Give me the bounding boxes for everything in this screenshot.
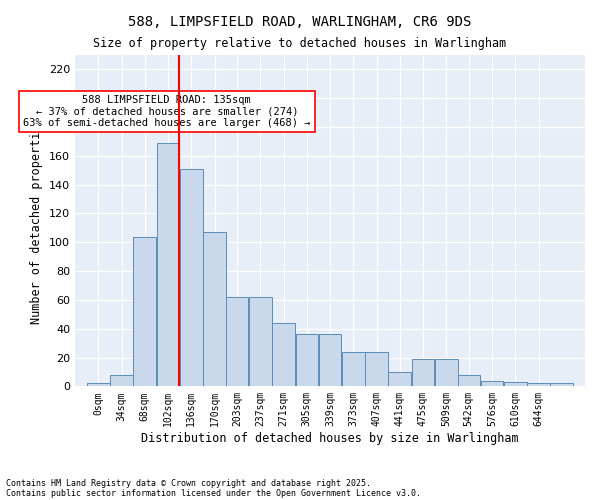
Text: 588, LIMPSFIELD ROAD, WARLINGHAM, CR6 9DS: 588, LIMPSFIELD ROAD, WARLINGHAM, CR6 9D…: [128, 15, 472, 29]
Bar: [203, 232, 226, 386]
Text: Contains HM Land Registry data © Crown copyright and database right 2025.: Contains HM Land Registry data © Crown c…: [6, 478, 371, 488]
Bar: [504, 382, 527, 386]
Bar: [272, 323, 295, 386]
X-axis label: Distribution of detached houses by size in Warlingham: Distribution of detached houses by size …: [141, 432, 519, 445]
Y-axis label: Number of detached properties: Number of detached properties: [31, 118, 43, 324]
Bar: [157, 143, 179, 386]
Bar: [458, 375, 480, 386]
Bar: [296, 334, 318, 386]
Bar: [550, 384, 573, 386]
Bar: [87, 384, 110, 386]
Bar: [180, 169, 203, 386]
Bar: [435, 359, 458, 386]
Bar: [249, 297, 272, 386]
Text: Size of property relative to detached houses in Warlingham: Size of property relative to detached ho…: [94, 38, 506, 51]
Bar: [365, 352, 388, 386]
Bar: [527, 384, 550, 386]
Bar: [388, 372, 411, 386]
Bar: [319, 334, 341, 386]
Bar: [481, 380, 503, 386]
Bar: [226, 297, 248, 386]
Bar: [342, 352, 365, 386]
Bar: [412, 359, 434, 386]
Text: 588 LIMPSFIELD ROAD: 135sqm
← 37% of detached houses are smaller (274)
63% of se: 588 LIMPSFIELD ROAD: 135sqm ← 37% of det…: [23, 95, 311, 128]
Text: Contains public sector information licensed under the Open Government Licence v3: Contains public sector information licen…: [6, 488, 421, 498]
Bar: [110, 375, 133, 386]
Bar: [133, 236, 156, 386]
